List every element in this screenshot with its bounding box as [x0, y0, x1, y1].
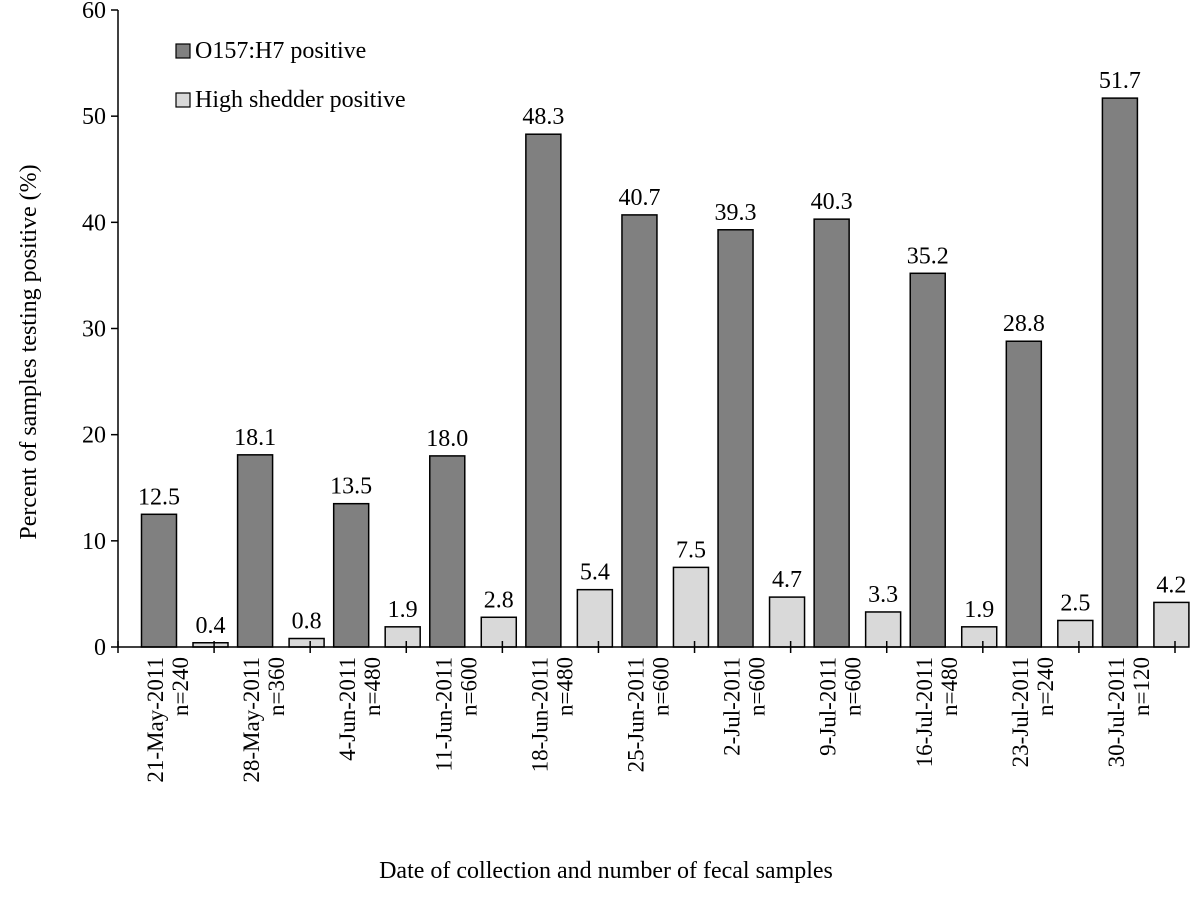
- x-category-n-6: n=600: [745, 657, 770, 716]
- data-label-high-shedder-5: 7.5: [676, 537, 706, 563]
- y-axis-title: Percent of samples testing positive (%): [16, 164, 42, 539]
- x-category-label-2: 4-Jun-2011 n=480: [335, 657, 385, 761]
- data-label-high-shedder-2: 1.9: [388, 597, 418, 623]
- x-category-date-0: 21-May-2011: [143, 657, 168, 783]
- bar-o157-1: [236, 454, 274, 648]
- x-category-n-8: n=480: [937, 657, 962, 716]
- data-label-high-shedder-1: 0.8: [292, 609, 322, 635]
- data-label-o157-2: 13.5: [330, 474, 372, 500]
- data-label-o157-9: 28.8: [1003, 311, 1045, 337]
- bar-high-shedder-9: [1057, 619, 1094, 648]
- bar-high-shedder-10: [1153, 601, 1190, 648]
- x-category-n-10: n=120: [1129, 657, 1154, 716]
- bar-o157-3: [429, 455, 466, 648]
- x-category-n-2: n=480: [360, 657, 385, 716]
- y-tick-label-20: 20: [82, 423, 106, 449]
- x-category-n-5: n=600: [649, 657, 674, 716]
- x-category-n-1: n=360: [264, 657, 289, 716]
- x-category-date-8: 16-Jul-2011: [912, 657, 937, 767]
- data-label-high-shedder-10: 4.2: [1156, 572, 1186, 598]
- x-category-label-7: 9-Jul-2011 n=600: [816, 657, 866, 756]
- data-label-o157-7: 40.3: [811, 189, 853, 215]
- bar-o157-6: [717, 229, 754, 648]
- bar-o157-7: [813, 218, 850, 648]
- x-category-n-9: n=240: [1033, 657, 1058, 716]
- y-tick-label-0: 0: [94, 635, 106, 661]
- x-category-date-2: 4-Jun-2011: [335, 657, 360, 761]
- bar-high-shedder-6: [768, 596, 806, 648]
- bar-high-shedder-7: [864, 611, 902, 648]
- y-tick-label-50: 50: [82, 104, 106, 130]
- data-label-o157-5: 40.7: [618, 185, 660, 211]
- x-category-label-9: 23-Jul-2011 n=240: [1008, 657, 1058, 767]
- bar-high-shedder-8: [960, 626, 998, 648]
- bar-o157-0: [140, 513, 178, 648]
- x-category-date-4: 18-Jun-2011: [527, 657, 552, 772]
- x-category-label-6: 2-Jul-2011 n=600: [720, 657, 770, 756]
- x-category-label-4: 18-Jun-2011 n=480: [527, 657, 577, 772]
- data-label-o157-8: 35.2: [907, 243, 949, 269]
- x-category-date-3: 11-Jun-2011: [431, 657, 456, 772]
- x-category-label-5: 25-Jun-2011 n=600: [624, 657, 674, 772]
- x-category-label-1: 28-May-2011 n=360: [239, 657, 289, 783]
- legend: O157:H7 positive High shedder positive: [175, 38, 406, 113]
- x-axis-title: Date of collection and number of fecal s…: [379, 858, 833, 884]
- bar-high-shedder-4: [576, 588, 614, 648]
- x-category-n-3: n=600: [456, 657, 481, 716]
- bar-o157-2: [332, 502, 370, 648]
- bar-o157-8: [909, 272, 946, 648]
- x-category-n-0: n=240: [168, 657, 193, 716]
- x-category-date-9: 23-Jul-2011: [1008, 657, 1033, 767]
- bar-o157-9: [1005, 340, 1043, 648]
- data-label-high-shedder-7: 3.3: [868, 582, 898, 608]
- data-label-high-shedder-0: 0.4: [196, 613, 226, 639]
- bar-o157-5: [621, 214, 658, 648]
- x-category-n-7: n=600: [841, 657, 866, 716]
- x-category-date-5: 25-Jun-2011: [624, 657, 649, 772]
- data-label-high-shedder-9: 2.5: [1060, 590, 1090, 616]
- data-labels-layer: 12.5 18.1 13.5 18.0 48.3 40.7 39.3 40.3 35.2 28.8…: [138, 68, 1186, 639]
- bar-high-shedder-2: [384, 626, 421, 648]
- x-category-label-8: 16-Jul-2011 n=480: [912, 657, 962, 767]
- x-category-label-3: 11-Jun-2011 n=600: [431, 657, 481, 772]
- bar-high-shedder-3: [480, 616, 518, 648]
- bars-layer: [140, 97, 1190, 648]
- x-category-date-7: 9-Jul-2011: [816, 657, 841, 756]
- bar-high-shedder-1: [288, 637, 325, 648]
- y-tick-label-30: 30: [82, 317, 106, 343]
- legend-label-o157: O157:H7 positive: [195, 38, 366, 64]
- bar-o157-4: [525, 133, 562, 648]
- bar-o157-10: [1101, 97, 1139, 648]
- data-label-high-shedder-6: 4.7: [772, 567, 802, 593]
- y-tick-label-40: 40: [82, 210, 106, 236]
- x-category-date-1: 28-May-2011: [239, 657, 264, 783]
- x-category-n-4: n=480: [552, 657, 577, 716]
- x-category-label-10: 30-Jul-2011 n=120: [1104, 657, 1154, 767]
- legend-label-high-shedder: High shedder positive: [195, 87, 406, 113]
- y-tick-label-10: 10: [82, 529, 106, 555]
- data-label-high-shedder-8: 1.9: [964, 597, 994, 623]
- bar-high-shedder-5: [672, 566, 710, 648]
- data-label-o157-3: 18.0: [426, 426, 468, 452]
- data-label-o157-6: 39.3: [715, 200, 757, 226]
- legend-swatch-high-shedder: [175, 92, 191, 108]
- data-label-o157-10: 51.7: [1099, 68, 1141, 94]
- data-label-high-shedder-4: 5.4: [580, 560, 610, 586]
- data-label-o157-1: 18.1: [234, 425, 276, 451]
- x-category-label-0: 21-May-2011 n=240: [143, 657, 193, 783]
- x-category-date-10: 30-Jul-2011: [1104, 657, 1129, 767]
- legend-swatch-o157: [175, 43, 191, 59]
- data-label-high-shedder-3: 2.8: [484, 587, 514, 613]
- y-tick-label-60: 60: [82, 0, 106, 24]
- data-label-o157-4: 48.3: [522, 104, 564, 130]
- data-label-o157-0: 12.5: [138, 484, 180, 510]
- x-category-date-6: 2-Jul-2011: [720, 657, 745, 756]
